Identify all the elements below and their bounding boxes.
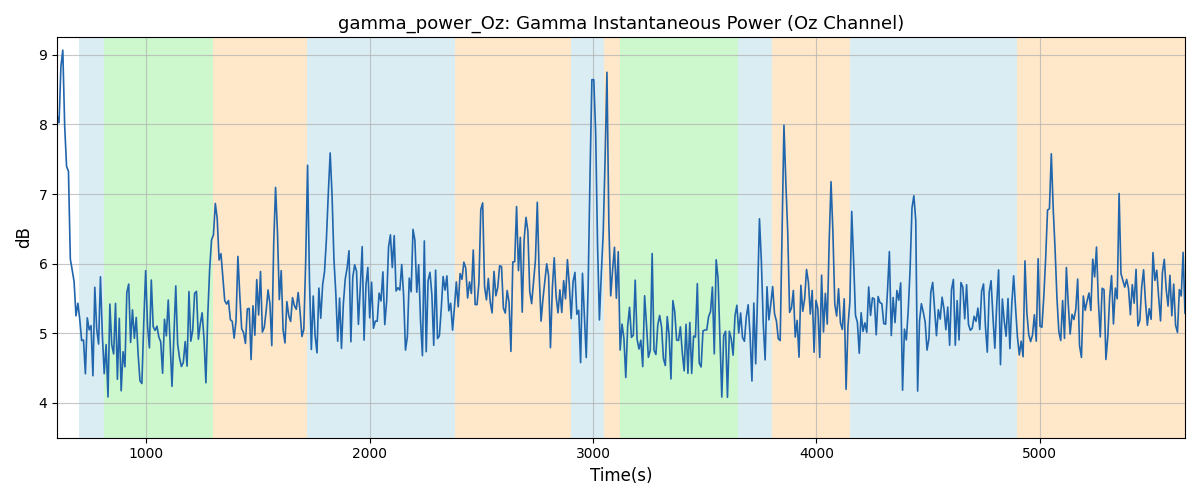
Bar bbox=[455, 38, 571, 438]
Bar bbox=[772, 38, 850, 438]
Bar bbox=[79, 38, 104, 438]
Bar bbox=[307, 38, 455, 438]
Title: gamma_power_Oz: Gamma Instantaneous Power (Oz Channel): gamma_power_Oz: Gamma Instantaneous Powe… bbox=[338, 15, 905, 34]
Y-axis label: dB: dB bbox=[16, 226, 34, 248]
Bar bbox=[104, 38, 214, 438]
Bar bbox=[1018, 38, 1184, 438]
X-axis label: Time(s): Time(s) bbox=[590, 467, 653, 485]
Bar bbox=[738, 38, 772, 438]
Bar bbox=[571, 38, 605, 438]
Bar bbox=[850, 38, 1018, 438]
Bar bbox=[214, 38, 307, 438]
Bar bbox=[620, 38, 738, 438]
Bar bbox=[605, 38, 620, 438]
